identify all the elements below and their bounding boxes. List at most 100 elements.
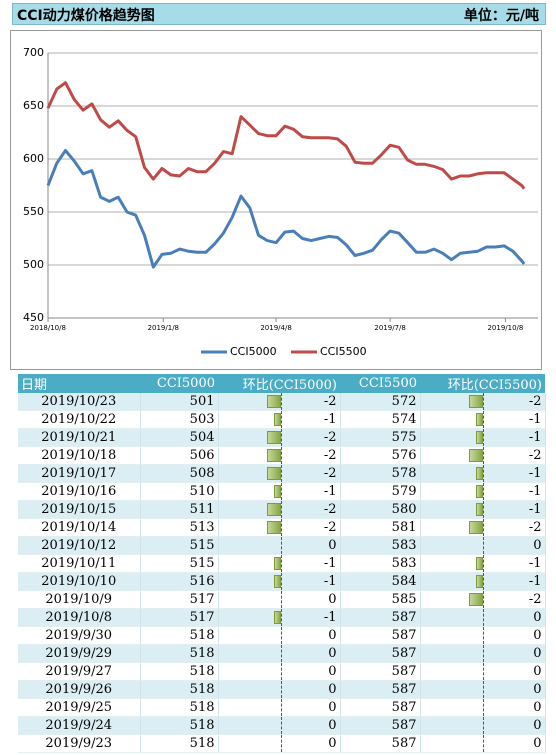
axis-line xyxy=(280,537,282,554)
change-value: 0 xyxy=(328,646,337,661)
axis-line xyxy=(482,573,484,590)
table-row: 2019/10/14 513 -2 581 -2 xyxy=(18,518,546,537)
x-tick-label: 2019/4/8 xyxy=(260,324,291,332)
y-tick-label: 500 xyxy=(23,258,44,271)
header-title: CCI动力煤价格趋势图 xyxy=(17,8,155,24)
change-cell: -2 xyxy=(420,393,546,411)
change-value: -2 xyxy=(323,466,337,481)
change-cell: 0 xyxy=(420,626,546,645)
price-cell: 572 xyxy=(340,393,421,411)
column-header: 环比(CCI5000) xyxy=(218,374,340,393)
data-bar-cell: 0 xyxy=(219,645,340,662)
table-row: 2019/10/10 516 -1 584 -1 xyxy=(18,572,546,591)
axis-line xyxy=(482,681,484,698)
price-cell: 506 xyxy=(140,446,219,465)
data-bar xyxy=(266,431,281,444)
change-value: 0 xyxy=(328,628,337,643)
change-value: 0 xyxy=(533,682,542,697)
change-value: 0 xyxy=(533,736,542,751)
axis-line xyxy=(482,699,484,716)
axis-line xyxy=(280,555,282,572)
axis-line xyxy=(280,663,282,680)
axis-line xyxy=(482,627,484,644)
change-cell: 0 xyxy=(420,716,546,735)
data-bar-cell: 0 xyxy=(219,627,340,644)
date-cell: 2019/10/21 xyxy=(18,428,141,447)
change-cell: -1 xyxy=(420,464,546,483)
legend-label: CCI5500 xyxy=(320,345,367,358)
change-value: 0 xyxy=(328,718,337,733)
data-bar xyxy=(266,395,281,408)
line-series xyxy=(46,149,526,269)
data-bar-cell: -1 xyxy=(421,411,545,428)
data-bar-cell: -1 xyxy=(219,573,340,590)
change-value: -1 xyxy=(528,574,542,589)
price-cell: 513 xyxy=(140,518,219,537)
axis-line xyxy=(280,681,282,698)
change-value: 0 xyxy=(328,592,337,607)
axis-line xyxy=(280,483,282,500)
change-cell: 0 xyxy=(420,734,546,753)
change-cell: 0 xyxy=(420,698,546,717)
price-cell: 515 xyxy=(140,536,219,555)
data-bar xyxy=(475,503,483,516)
change-cell: -2 xyxy=(218,446,341,465)
table-row: 2019/9/24 518 0 587 0 xyxy=(18,716,546,735)
price-cell: 518 xyxy=(140,698,219,717)
data-bar xyxy=(468,593,483,606)
change-cell: -1 xyxy=(420,428,546,447)
change-value: -1 xyxy=(323,484,337,499)
table-row: 2019/9/27 518 0 587 0 xyxy=(18,662,546,681)
change-value: -1 xyxy=(528,484,542,499)
change-cell: 0 xyxy=(218,626,341,645)
change-value: 0 xyxy=(533,718,542,733)
data-bar-cell: -1 xyxy=(421,573,545,590)
data-bar xyxy=(475,485,483,498)
data-bar-cell: -2 xyxy=(421,393,545,410)
change-cell: 0 xyxy=(218,698,341,717)
axis-line xyxy=(280,627,282,644)
data-bar xyxy=(273,485,281,498)
header-unit: 单位：元/吨 xyxy=(463,8,539,24)
change-value: -2 xyxy=(323,520,337,535)
table-row: 2019/9/26 518 0 587 0 xyxy=(18,680,546,699)
data-bar-cell: 0 xyxy=(421,537,545,554)
y-tick-label: 550 xyxy=(23,205,44,218)
change-cell: -2 xyxy=(218,428,341,447)
change-value: -1 xyxy=(528,412,542,427)
change-value: -2 xyxy=(323,394,337,409)
change-cell: 0 xyxy=(218,716,341,735)
data-bar-cell: -1 xyxy=(421,465,545,482)
change-cell: -2 xyxy=(420,590,546,609)
data-bar-cell: 0 xyxy=(421,627,545,644)
price-cell: 587 xyxy=(340,680,421,699)
price-cell: 587 xyxy=(340,734,421,753)
data-bar-cell: 0 xyxy=(219,663,340,680)
price-cell: 587 xyxy=(340,626,421,645)
data-bar xyxy=(273,557,281,570)
data-bar-cell: -1 xyxy=(421,429,545,446)
change-cell: 0 xyxy=(420,608,546,627)
price-cell: 515 xyxy=(140,554,219,573)
axis-line xyxy=(280,717,282,734)
change-cell: -2 xyxy=(218,518,341,537)
legend-label: CCI5000 xyxy=(230,345,277,358)
price-cell: 587 xyxy=(340,698,421,717)
price-cell: 585 xyxy=(340,590,421,609)
table-row: 2019/9/23 518 0 587 0 xyxy=(18,734,546,753)
price-cell: 583 xyxy=(340,536,421,555)
date-cell: 2019/10/8 xyxy=(18,608,141,627)
table-row: 2019/9/25 518 0 587 0 xyxy=(18,698,546,717)
data-bar xyxy=(273,413,281,426)
change-cell: -1 xyxy=(218,554,341,573)
change-value: 0 xyxy=(328,664,337,679)
change-cell: -1 xyxy=(218,410,341,429)
data-bar xyxy=(475,413,483,426)
change-cell: -1 xyxy=(218,608,341,627)
price-cell: 587 xyxy=(340,644,421,663)
date-cell: 2019/10/15 xyxy=(18,500,141,519)
data-bar-cell: -2 xyxy=(421,519,545,536)
x-tick-label: 2019/1/8 xyxy=(148,324,179,332)
data-bar-cell: 0 xyxy=(421,609,545,626)
date-cell: 2019/10/9 xyxy=(18,590,141,609)
